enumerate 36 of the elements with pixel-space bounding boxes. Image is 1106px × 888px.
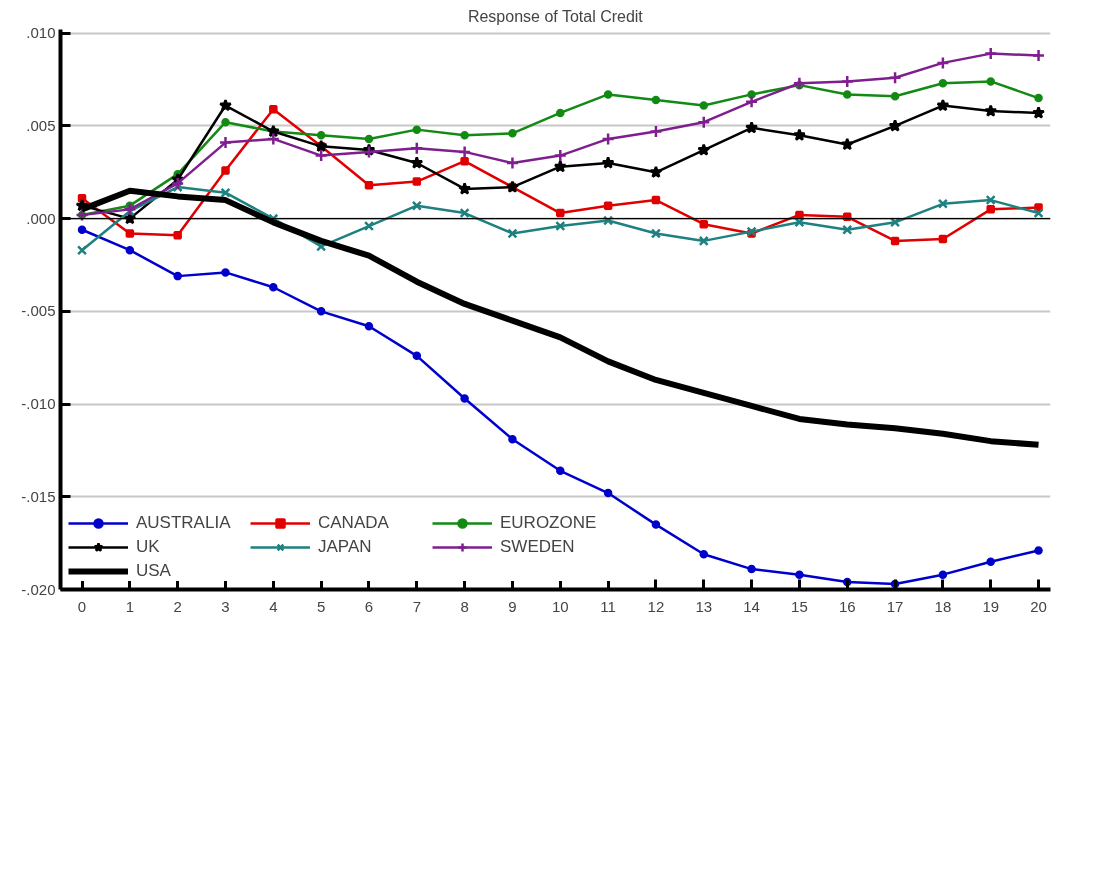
legend-label: EUROZONE bbox=[500, 513, 598, 533]
x-tick-label: 4 bbox=[269, 597, 278, 615]
x-tick-label: 2 bbox=[173, 597, 182, 615]
x-tick-label: 17 bbox=[886, 597, 904, 615]
x-tick-label: 19 bbox=[982, 597, 1000, 615]
y-tick-label: .000 bbox=[26, 209, 56, 227]
y-tick-label: -.010 bbox=[21, 395, 56, 413]
x-tick-label: 6 bbox=[364, 597, 374, 615]
y-tick-label: -.005 bbox=[21, 302, 56, 320]
legend-label: UK bbox=[136, 537, 161, 557]
x-tick-label: 8 bbox=[460, 597, 469, 615]
x-tick-label: 0 bbox=[77, 597, 87, 615]
legend-label: SWEDEN bbox=[500, 537, 576, 557]
x-tick-label: 1 bbox=[125, 597, 135, 615]
x-tick-label: 14 bbox=[743, 597, 760, 615]
x-tick-label: 5 bbox=[316, 597, 326, 615]
legend-label: CANADA bbox=[318, 513, 390, 533]
x-tick-label: 13 bbox=[695, 597, 713, 615]
x-tick-label: 18 bbox=[934, 597, 952, 615]
legend-label: AUSTRALIA bbox=[136, 513, 232, 533]
y-tick-label: -.015 bbox=[21, 487, 56, 505]
legend-label: USA bbox=[136, 561, 172, 581]
y-tick-label: .005 bbox=[26, 116, 56, 134]
x-tick-label: 3 bbox=[221, 597, 230, 615]
y-tick-label: -.020 bbox=[21, 580, 56, 598]
x-tick-label: 10 bbox=[551, 597, 569, 615]
legend-label: JAPAN bbox=[318, 537, 373, 557]
chart-title: Response of Total Credit bbox=[467, 7, 644, 25]
x-tick-label: 20 bbox=[1030, 597, 1047, 615]
x-tick-label: 16 bbox=[838, 597, 856, 615]
x-tick-label: 9 bbox=[508, 597, 517, 615]
y-tick-label: .010 bbox=[26, 24, 56, 42]
x-tick-label: 7 bbox=[412, 597, 421, 615]
x-tick-label: 11 bbox=[600, 597, 616, 615]
x-tick-label: 15 bbox=[791, 597, 808, 615]
x-tick-label: 12 bbox=[647, 597, 665, 615]
